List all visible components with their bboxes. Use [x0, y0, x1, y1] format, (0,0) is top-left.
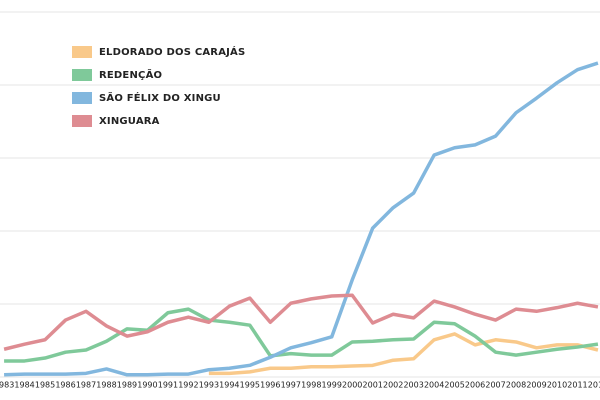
x-tick-label: 2000 — [342, 381, 362, 390]
x-tick-label: 2007 — [485, 381, 505, 390]
legend-swatch — [72, 92, 92, 104]
x-tick-label: 1983 — [0, 381, 14, 390]
series-line — [208, 332, 599, 376]
x-tick-label: 2009 — [526, 381, 546, 390]
x-tick-label: 1987 — [76, 381, 96, 390]
x-tick-label: 1993 — [199, 381, 219, 390]
x-tick-label: 2005 — [444, 381, 464, 390]
x-tick-label: 2003 — [403, 381, 423, 390]
x-tick-label: 1989 — [117, 381, 137, 390]
legend-label: XINGUARA — [99, 116, 160, 127]
x-tick-label: 1985 — [35, 381, 55, 390]
x-tick-label: 1998 — [301, 381, 321, 390]
x-tick-label: 1996 — [260, 381, 280, 390]
x-tick-label: 1995 — [240, 381, 260, 390]
x-tick-label: 2006 — [465, 381, 485, 390]
x-tick-label: 1988 — [96, 381, 116, 390]
x-tick-label: 1999 — [322, 381, 342, 390]
x-tick-label: 1986 — [55, 381, 75, 390]
series-line — [3, 293, 599, 351]
x-tick-label: 1997 — [281, 381, 301, 390]
x-tick-label: 2008 — [506, 381, 526, 390]
x-tick-label: 1984 — [14, 381, 34, 390]
x-tick-label: 2011 — [567, 381, 587, 390]
x-tick-label: 2004 — [424, 381, 444, 390]
x-tick-label: 2002 — [383, 381, 403, 390]
series-line — [4, 307, 599, 363]
legend-swatch — [72, 69, 92, 81]
x-tick-label: 2001 — [363, 381, 383, 390]
x-tick-label: 2010 — [547, 381, 567, 390]
x-tick-label: 1991 — [158, 381, 178, 390]
x-tick-label: 2012 — [588, 381, 600, 390]
legend-label: REDENÇÃO — [99, 68, 162, 81]
x-tick-label: 1994 — [219, 381, 239, 390]
x-tick-label: 1992 — [178, 381, 198, 390]
series-line — [4, 61, 599, 377]
legend-label: SÃO FÉLIX DO XINGU — [99, 91, 221, 104]
legend-swatch — [72, 115, 92, 127]
legend-swatch — [72, 46, 92, 58]
x-tick-label: 1990 — [137, 381, 157, 390]
legend-label: ELDORADO DOS CARAJÁS — [99, 45, 245, 58]
